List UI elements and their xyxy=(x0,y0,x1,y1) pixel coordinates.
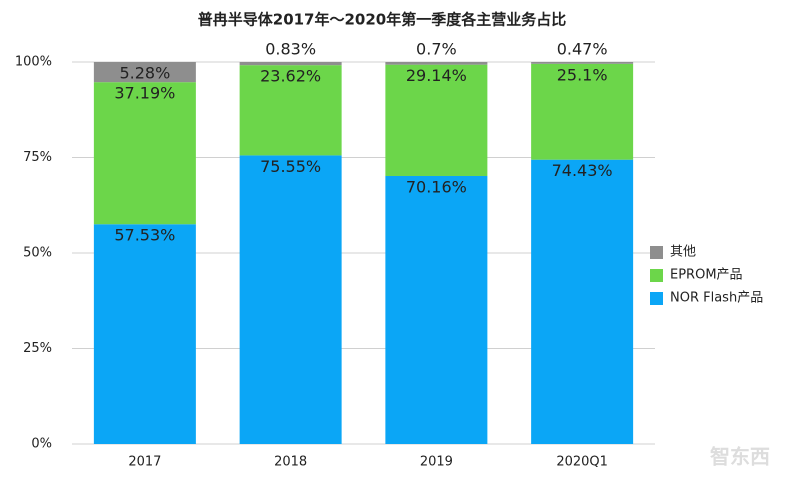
value-label: 25.1% xyxy=(557,65,608,84)
bar-segment xyxy=(93,224,196,444)
y-tick-label: 75% xyxy=(23,150,52,165)
value-label: 70.16% xyxy=(406,177,467,196)
bar-segment xyxy=(93,82,196,225)
value-label: 74.43% xyxy=(552,161,613,180)
y-tick-label: 25% xyxy=(23,341,52,356)
x-tick-label: 2017 xyxy=(128,455,161,470)
bar-segment xyxy=(385,175,488,444)
value-label: 0.47% xyxy=(557,40,608,59)
x-tick-label: 2018 xyxy=(274,455,307,470)
bar-segment xyxy=(531,159,634,444)
value-label: 0.83% xyxy=(265,40,316,59)
legend-label: NOR Flash产品 xyxy=(670,291,763,306)
bar-segment xyxy=(239,62,342,66)
x-tick-label: 2019 xyxy=(420,455,453,470)
value-label: 57.53% xyxy=(114,226,175,245)
watermark: 智东西 xyxy=(710,445,770,469)
value-label: 37.19% xyxy=(114,84,175,103)
bar-segment xyxy=(385,62,488,65)
y-tick-label: 50% xyxy=(23,246,52,261)
x-tick-label: 2020Q1 xyxy=(556,455,608,470)
bar-segment xyxy=(385,64,488,176)
value-label: 29.14% xyxy=(406,66,467,85)
value-label: 23.62% xyxy=(260,67,321,86)
legend-swatch xyxy=(650,292,663,305)
bar-segment xyxy=(531,63,634,160)
bar-segment xyxy=(531,62,634,64)
legend-swatch xyxy=(650,246,663,259)
value-label: 5.28% xyxy=(119,64,170,83)
bar-segment xyxy=(239,65,342,156)
bar-segment xyxy=(93,62,196,83)
value-label: 75.55% xyxy=(260,157,321,176)
legend-label: EPROM产品 xyxy=(670,268,743,283)
y-tick-label: 0% xyxy=(31,437,52,452)
chart-title: 普冉半导体2017年～2020年第一季度各主营业务占比 xyxy=(198,11,567,29)
legend-swatch xyxy=(650,269,663,282)
bar-segment xyxy=(239,155,342,445)
value-label: 0.7% xyxy=(416,40,457,59)
y-tick-label: 100% xyxy=(15,55,52,70)
legend-label: 其他 xyxy=(670,245,696,260)
